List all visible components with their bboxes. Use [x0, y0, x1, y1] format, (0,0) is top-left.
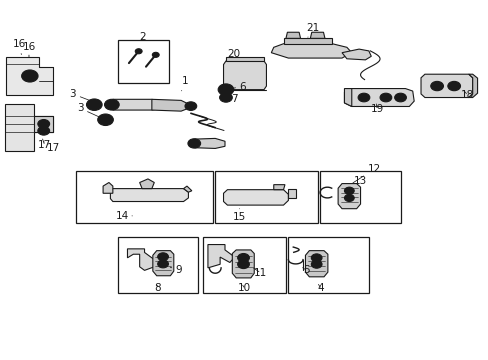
Text: 14: 14 — [116, 211, 132, 221]
Circle shape — [237, 253, 249, 262]
Bar — [118, 40, 168, 83]
Circle shape — [152, 52, 159, 57]
Text: 3: 3 — [77, 103, 99, 117]
Text: 16: 16 — [13, 40, 26, 55]
Bar — [288, 237, 368, 293]
Polygon shape — [34, 116, 53, 132]
Text: 16: 16 — [22, 42, 36, 57]
Circle shape — [158, 260, 168, 268]
Circle shape — [187, 139, 200, 148]
Polygon shape — [207, 244, 234, 268]
Polygon shape — [113, 99, 161, 110]
Circle shape — [311, 260, 322, 268]
Polygon shape — [344, 89, 413, 107]
Circle shape — [38, 126, 49, 135]
Polygon shape — [310, 32, 325, 39]
Circle shape — [223, 95, 228, 100]
Circle shape — [379, 93, 391, 102]
Polygon shape — [6, 57, 53, 95]
Text: 19: 19 — [370, 104, 383, 114]
Text: 1: 1 — [181, 76, 188, 91]
Circle shape — [222, 87, 229, 93]
Polygon shape — [273, 185, 285, 190]
Circle shape — [357, 93, 369, 102]
Circle shape — [344, 187, 353, 194]
Bar — [118, 237, 198, 293]
Polygon shape — [288, 189, 295, 198]
Circle shape — [218, 84, 233, 95]
Circle shape — [104, 99, 119, 110]
Circle shape — [184, 102, 196, 111]
Text: 5: 5 — [302, 265, 309, 275]
Text: 6: 6 — [224, 82, 246, 92]
Circle shape — [344, 194, 353, 202]
Text: 11: 11 — [252, 267, 266, 278]
Text: 7: 7 — [223, 94, 238, 104]
Text: 21: 21 — [305, 23, 319, 37]
Circle shape — [91, 102, 98, 107]
Polygon shape — [152, 99, 188, 111]
Polygon shape — [225, 57, 264, 61]
Polygon shape — [194, 138, 224, 148]
Text: 9: 9 — [170, 265, 182, 275]
Text: 12: 12 — [352, 164, 380, 183]
Circle shape — [86, 99, 102, 111]
Text: 8: 8 — [154, 283, 161, 293]
Bar — [203, 237, 285, 293]
Circle shape — [135, 49, 142, 54]
Text: 17: 17 — [38, 139, 51, 150]
Text: 18: 18 — [460, 90, 473, 100]
Circle shape — [430, 81, 443, 91]
Polygon shape — [341, 49, 370, 60]
Polygon shape — [271, 44, 351, 58]
Bar — [320, 171, 400, 223]
Text: 4: 4 — [317, 283, 324, 293]
Circle shape — [158, 253, 168, 261]
Polygon shape — [127, 249, 154, 270]
Polygon shape — [337, 184, 360, 209]
Polygon shape — [344, 89, 351, 107]
Bar — [215, 171, 317, 223]
Polygon shape — [468, 74, 477, 98]
Polygon shape — [110, 189, 188, 202]
Polygon shape — [5, 104, 53, 152]
Circle shape — [311, 254, 322, 262]
Text: 13: 13 — [348, 176, 366, 188]
Circle shape — [394, 93, 406, 102]
Text: 20: 20 — [227, 49, 240, 62]
Circle shape — [237, 260, 249, 269]
Polygon shape — [283, 39, 331, 44]
Text: 15: 15 — [232, 209, 246, 221]
Text: 2: 2 — [139, 32, 145, 42]
Text: 10: 10 — [238, 283, 250, 293]
Text: 3: 3 — [69, 89, 92, 101]
Circle shape — [102, 117, 109, 122]
Polygon shape — [285, 32, 300, 39]
Polygon shape — [103, 183, 113, 193]
Circle shape — [219, 93, 232, 102]
Polygon shape — [305, 251, 327, 277]
Bar — [76, 171, 212, 223]
Polygon shape — [420, 74, 472, 98]
Polygon shape — [140, 179, 154, 189]
Polygon shape — [223, 190, 288, 205]
Circle shape — [21, 70, 38, 82]
Polygon shape — [223, 61, 266, 90]
Circle shape — [38, 120, 49, 128]
Polygon shape — [183, 186, 191, 192]
Text: 17: 17 — [43, 141, 60, 153]
Circle shape — [447, 81, 460, 91]
Polygon shape — [232, 250, 254, 278]
Circle shape — [98, 114, 113, 126]
Polygon shape — [153, 251, 173, 276]
